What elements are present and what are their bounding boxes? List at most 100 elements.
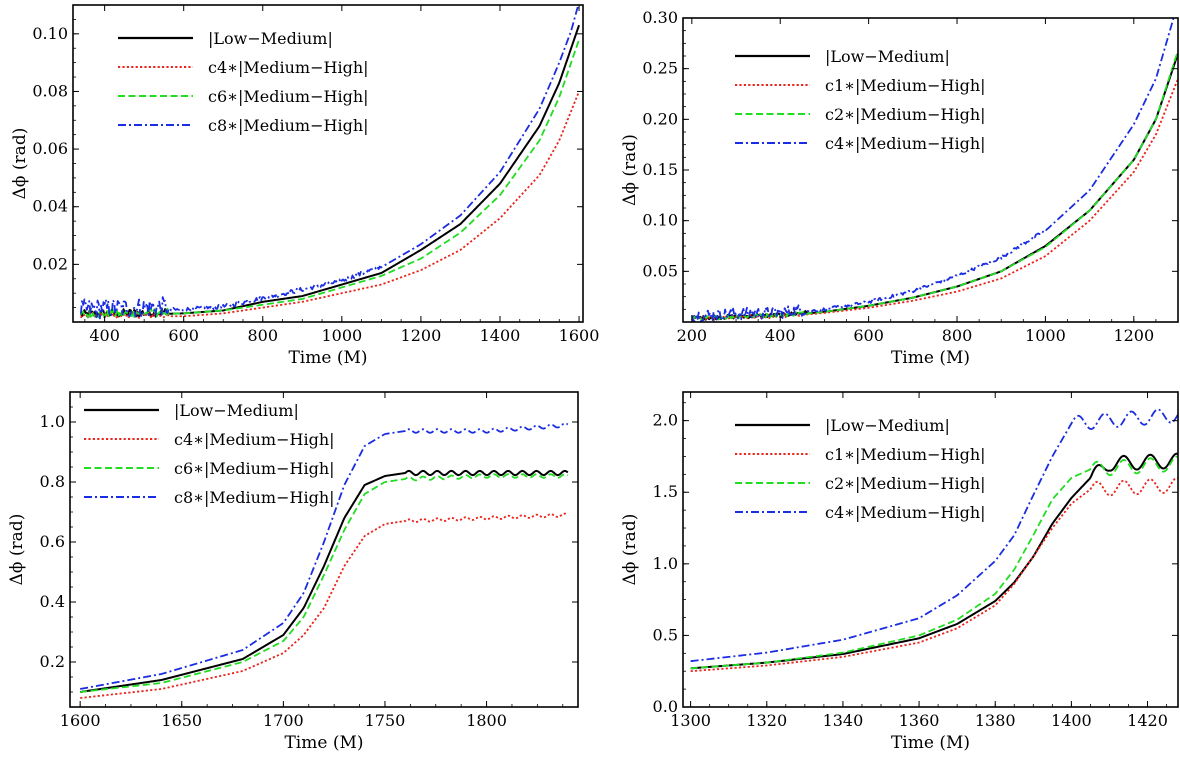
series-line-1 [80,91,580,319]
x-tick-label: 1200 [1113,326,1154,345]
y-axis-label: Δϕ (rad) [620,514,640,586]
y-tick-label: 1.0 [653,554,678,573]
x-tick-label: 1000 [1025,326,1066,345]
y-axis-label: Δϕ (rad) [10,128,30,200]
x-tick-label: 1340 [823,711,864,730]
legend: |Low−Medium| c4∗|Medium−High| c6∗|Medium−H… [118,29,369,135]
plot-frame [69,391,579,708]
legend-label: |Low−Medium| [174,401,299,420]
legend-label: c6∗|Medium−High| [208,87,369,106]
series-group [690,18,1178,322]
legend-label: c4∗|Medium−High| [825,503,986,522]
legend: |Low−Medium| c1∗|Medium−High| c2∗|Medium−H… [735,47,986,153]
x-axis-label: Time (M) [288,348,367,368]
series-line-2 [80,39,580,320]
y-tick-label: 0.15 [642,160,678,179]
x-tick-label: 1600 [559,326,600,345]
y-tick-label: 0.08 [32,81,68,100]
y-tick-label: 0.0 [653,697,678,716]
x-tick-label: 200 [677,326,708,345]
x-axis-label: Time (M) [891,733,970,753]
legend-label: c4∗|Medium−High| [825,134,986,153]
series-line-2 [690,455,1178,670]
legend-label: c1∗|Medium−High| [825,445,986,464]
series-line-0 [79,24,580,319]
x-tick-label: 800 [247,326,278,345]
x-tick-label: 600 [853,326,884,345]
legend-label: c8∗|Medium−High| [208,116,369,135]
x-tick-label: 400 [765,326,796,345]
series-line-1 [80,512,569,699]
y-tick-label: 0.05 [642,261,678,280]
chart-top-right: 200 400 600 800 1000 1200 0.05 0.10 0.15 0.20 0.25… [620,8,1179,368]
x-tick-label: 1400 [1051,711,1092,730]
series-line-2 [691,50,1178,321]
x-tick-label: 1360 [899,711,940,730]
x-tick-label: 1300 [670,711,711,730]
y-tick-label: 0.30 [642,8,678,27]
chart-bottom-left: 1600 1650 1700 1750 1800 0.2 0.4 0.6 0.8 1.0 Time … [7,391,579,753]
plot-frame [72,4,584,323]
legend-label: c4∗|Medium−High| [208,58,369,77]
x-tick-label: 600 [168,326,199,345]
x-tick-label: 1800 [466,711,507,730]
y-tick-label: 0.20 [642,109,678,128]
x-axis-label: Time (M) [284,733,363,753]
y-tick-label: 0.4 [40,592,65,611]
series-group [690,408,1178,673]
series-line-3 [80,5,580,320]
legend-label: c1∗|Medium−High| [825,76,986,95]
y-axis-label: Δϕ (rad) [620,134,640,206]
y-tick-label: 0.2 [40,652,65,671]
y-tick-label: 0.10 [32,24,68,43]
legend-label: c2∗|Medium−High| [825,105,986,124]
legend: |Low−Medium| c4∗|Medium−High| c6∗|Medium−H… [84,401,335,507]
legend-label: c6∗|Medium−High| [174,459,335,478]
series-line-1 [690,477,1178,673]
legend-label: c8∗|Medium−High| [174,488,335,507]
series-line-3 [690,408,1178,663]
y-tick-label: 0.06 [32,139,68,158]
x-tick-label: 800 [942,326,973,345]
x-tick-label: 1000 [321,326,362,345]
legend-label: |Low−Medium| [825,416,950,435]
series-line-0 [690,452,1178,670]
y-tick-label: 1.0 [40,412,65,431]
y-tick-label: 0.10 [642,211,678,230]
legend-label: c2∗|Medium−High| [825,474,986,493]
y-axis-label: Δϕ (rad) [7,514,27,586]
y-tick-label: 0.8 [40,472,65,491]
legend-label: |Low−Medium| [825,47,950,66]
x-tick-label: 1380 [975,711,1016,730]
legend-label: |Low−Medium| [208,29,333,48]
x-tick-label: 1200 [401,326,442,345]
x-tick-label: 1700 [263,711,304,730]
y-tick-label: 0.6 [40,532,65,551]
x-tick-label: 1600 [60,711,101,730]
chart-top-left: 400 600 800 1000 1200 1400 1600 0.02 0.04 0.06 0.0… [10,4,600,368]
series-line-2 [80,473,569,693]
series-line-0 [80,469,569,693]
series-line-3 [690,18,1175,322]
legend: |Low−Medium| c1∗|Medium−High| c2∗|Medium−H… [735,416,986,522]
y-tick-label: 0.25 [642,59,678,78]
x-tick-label: 400 [89,326,120,345]
series-line-3 [79,422,569,690]
y-tick-label: 0.5 [653,625,678,644]
x-axis-label: Time (M) [891,348,970,368]
x-tick-label: 1650 [161,711,202,730]
y-tick-label: 0.02 [32,254,68,273]
x-tick-label: 1750 [365,711,406,730]
y-tick-label: 0.04 [32,197,68,216]
y-tick-label: 1.5 [653,482,678,501]
series-group [79,5,580,320]
x-tick-label: 1420 [1127,711,1168,730]
x-tick-label: 1400 [480,326,521,345]
x-tick-label: 1320 [746,711,787,730]
chart-bottom-right: 1300 1320 1340 1360 1380 1400 1420 0.0 0.5 1.0 1.5… [620,391,1179,753]
y-tick-label: 2.0 [653,411,678,430]
plot-frame [682,391,1179,708]
legend-label: c4∗|Medium−High| [174,430,335,449]
series-group [79,422,569,699]
